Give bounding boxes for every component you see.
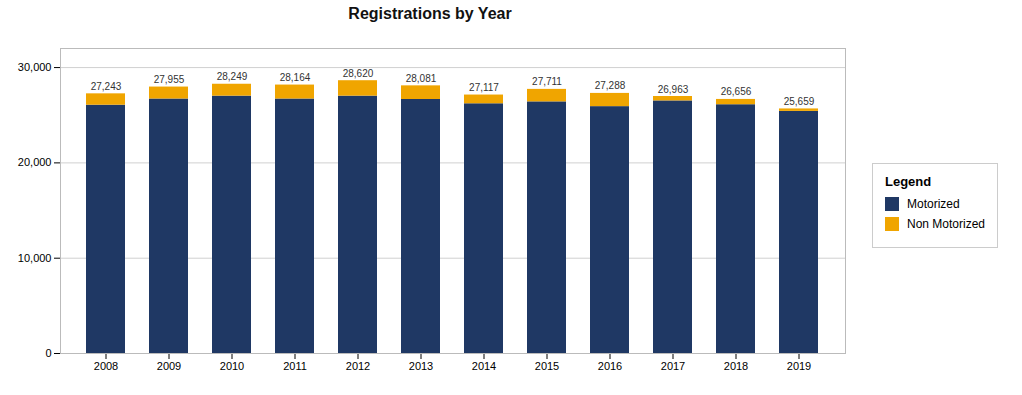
svg-text:27,243: 27,243 <box>91 81 122 92</box>
svg-text:2011: 2011 <box>283 360 307 372</box>
svg-text:0: 0 <box>45 347 51 359</box>
svg-text:25,659: 25,659 <box>784 96 815 107</box>
html-text:Registrations by Year: Registrations by Year <box>348 5 512 22</box>
svg-text:2010: 2010 <box>220 360 244 372</box>
svg-text:26,656: 26,656 <box>721 86 752 97</box>
svg-text:2012: 2012 <box>346 360 370 372</box>
svg-text:28,620: 28,620 <box>343 68 374 79</box>
svg-text:2009: 2009 <box>157 360 181 372</box>
svg-text:27,711: 27,711 <box>532 76 562 87</box>
svg-text:2016: 2016 <box>598 360 622 372</box>
html-text:Non Motorized: Non Motorized <box>907 217 985 231</box>
svg-text:10,000: 10,000 <box>18 252 52 264</box>
svg-text:2013: 2013 <box>409 360 433 372</box>
svg-text:2008: 2008 <box>94 360 118 372</box>
svg-text:30,000: 30,000 <box>18 61 52 73</box>
svg-text:2014: 2014 <box>472 360 496 372</box>
html-text:Motorized: Motorized <box>907 197 960 211</box>
svg-text:27,117: 27,117 <box>469 82 499 93</box>
svg-text:2015: 2015 <box>535 360 559 372</box>
svg-text:2017: 2017 <box>661 360 685 372</box>
svg-text:28,249: 28,249 <box>217 71 248 82</box>
svg-text:28,164: 28,164 <box>280 72 311 83</box>
svg-text:27,955: 27,955 <box>154 74 185 85</box>
svg-text:20,000: 20,000 <box>18 156 52 168</box>
svg-text:2019: 2019 <box>787 360 811 372</box>
svg-text:2018: 2018 <box>724 360 748 372</box>
svg-text:28,081: 28,081 <box>406 73 437 84</box>
svg-text:26,963: 26,963 <box>658 84 689 95</box>
html-text:Legend: Legend <box>885 174 932 189</box>
svg-text:27,288: 27,288 <box>595 80 626 91</box>
